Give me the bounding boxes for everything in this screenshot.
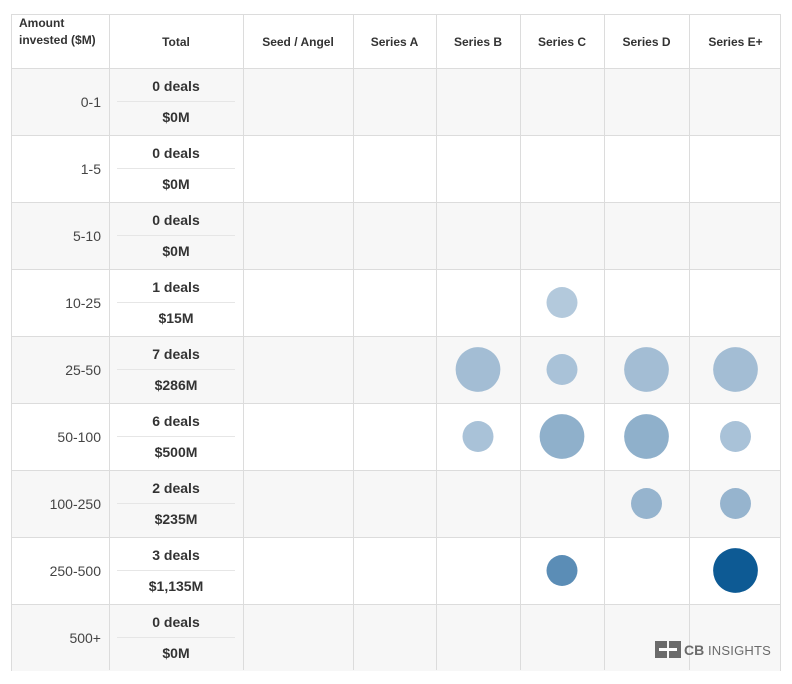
- total-deals: 2 deals: [152, 480, 200, 496]
- cb-insights-logo-text-rest: INSIGHTS: [704, 642, 771, 658]
- stage-header: Series E+: [708, 34, 763, 49]
- stage-header: Series C: [537, 34, 587, 49]
- total-deals: 0 deals: [152, 614, 200, 630]
- total-amount: $1,135M: [148, 578, 204, 594]
- total-amount: $0M: [162, 243, 190, 259]
- row-divider: [12, 68, 780, 69]
- row-divider: [12, 269, 780, 270]
- stage-header: Seed / Angel: [262, 34, 334, 49]
- total-separator: [117, 101, 235, 102]
- bubble[interactable]: [624, 347, 669, 392]
- range-label: 500+: [69, 629, 101, 646]
- cb-insights-logo: CB INSIGHTS: [654, 641, 771, 658]
- total-amount: $500M: [154, 444, 198, 460]
- total-separator: [117, 570, 235, 571]
- cb-insights-logo-icon: [654, 641, 681, 658]
- cb-insights-logo-text-bold: CB: [683, 641, 705, 658]
- bubble[interactable]: [455, 347, 501, 392]
- total-separator: [117, 168, 235, 169]
- total-amount: $0M: [162, 645, 190, 661]
- total-deals: 0 deals: [152, 212, 200, 228]
- total-separator: [117, 235, 235, 236]
- total-amount: $15M: [158, 310, 194, 326]
- column-divider: [520, 15, 521, 670]
- range-label: 5-10: [72, 227, 101, 244]
- bubble[interactable]: [546, 354, 578, 385]
- total-amount: $0M: [162, 109, 190, 125]
- stage-header: Series B: [453, 34, 503, 49]
- range-label: 25-50: [65, 361, 101, 378]
- column-divider: [689, 15, 690, 670]
- total-separator: [117, 302, 235, 303]
- total-deals: 1 deals: [152, 279, 200, 295]
- bubble[interactable]: [546, 555, 578, 586]
- bubble[interactable]: [624, 414, 669, 459]
- range-label: 100-250: [49, 495, 101, 512]
- total-header: Total: [162, 34, 190, 49]
- row-divider: [12, 537, 780, 538]
- corner-label-line2: invested ($M): [19, 33, 96, 47]
- bubble[interactable]: [631, 488, 662, 519]
- range-label: 250-500: [49, 562, 101, 579]
- range-label: 50-100: [57, 428, 101, 445]
- column-divider: [353, 15, 354, 670]
- row-divider: [12, 470, 780, 471]
- total-deals: 0 deals: [152, 145, 200, 161]
- row-divider: [12, 135, 780, 136]
- range-label: 1-5: [80, 160, 101, 177]
- column-divider: [436, 15, 437, 670]
- stage-header: Series A: [370, 34, 419, 49]
- row-divider: [12, 202, 780, 203]
- bubble[interactable]: [720, 421, 751, 452]
- row-divider: [12, 604, 780, 605]
- bubble[interactable]: [713, 548, 758, 593]
- corner-label-line1: Amount: [19, 16, 65, 30]
- total-amount: $235M: [154, 511, 198, 527]
- total-amount: $0M: [162, 176, 190, 192]
- bubble-matrix-table: Amount invested ($M) Total Seed / Angel Seri…: [11, 14, 781, 671]
- total-separator: [117, 637, 235, 638]
- bubble[interactable]: [713, 347, 758, 392]
- cb-insights-logo-text: CB INSIGHTS: [684, 642, 771, 658]
- bubble[interactable]: [539, 414, 585, 459]
- row-divider: [12, 336, 780, 337]
- total-separator: [117, 503, 235, 504]
- total-deals: 6 deals: [152, 413, 200, 429]
- total-deals: 7 deals: [152, 346, 200, 362]
- bubble-layer: [455, 287, 758, 593]
- range-label: 0-1: [80, 93, 101, 110]
- total-amount: $286M: [154, 377, 198, 393]
- bubble[interactable]: [462, 421, 494, 452]
- range-label: 10-25: [65, 294, 101, 311]
- bubble[interactable]: [546, 287, 578, 318]
- corner-header: Amount invested ($M): [12, 15, 116, 68]
- column-divider: [109, 15, 110, 670]
- total-separator: [117, 436, 235, 437]
- total-deals: 3 deals: [152, 547, 200, 563]
- column-divider: [243, 15, 244, 670]
- stage-header: Series D: [622, 34, 671, 49]
- row-divider: [12, 403, 780, 404]
- total-separator: [117, 369, 235, 370]
- total-deals: 0 deals: [152, 78, 200, 94]
- bubble[interactable]: [720, 488, 751, 519]
- column-divider: [604, 15, 605, 670]
